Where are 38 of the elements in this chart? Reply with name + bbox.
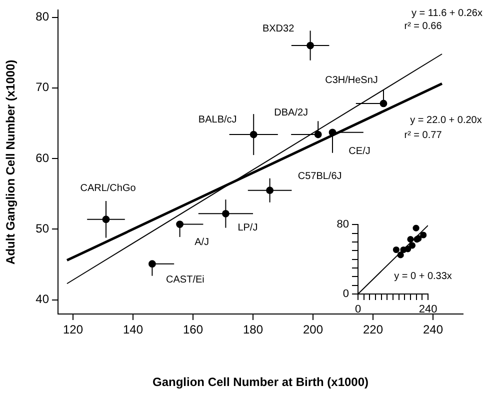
point xyxy=(412,224,420,232)
y-tick-label: 80 xyxy=(336,218,349,231)
y-tick-label: 50 xyxy=(36,222,50,236)
point xyxy=(420,232,427,238)
annotation: A/J xyxy=(194,237,210,248)
annotation: r² = 0.66 xyxy=(404,20,442,32)
annotation: r² = 0.77 xyxy=(404,130,442,141)
annotation: CAST/Ei xyxy=(166,274,204,286)
point xyxy=(408,242,416,249)
y-tick-label: 40 xyxy=(36,292,50,306)
point xyxy=(407,236,414,243)
y-axis-title: Adult Ganglion Cell Number (x1000) xyxy=(4,60,18,264)
point xyxy=(397,252,404,258)
x-tick-label: 120 xyxy=(62,322,84,337)
y-tick-label: 60 xyxy=(36,150,50,165)
x-tick-label: 220 xyxy=(362,322,384,337)
x-tick-label: 180 xyxy=(242,322,264,337)
y-tick-label: 70 xyxy=(36,80,50,94)
annotation: BXD32 xyxy=(262,23,295,34)
annotation: y = 22.0 + 0.20x xyxy=(410,114,482,126)
x-tick-label: 240 xyxy=(422,322,444,337)
x-axis-title: Ganglion Cell Number at Birth (x1000) xyxy=(152,375,369,390)
x-tick-label: 160 xyxy=(182,322,204,337)
x-tick-label: 200 xyxy=(302,322,324,337)
x-tick-label: 240 xyxy=(418,304,438,316)
annotation: DBA/2J xyxy=(274,107,308,118)
x-tick-label: 140 xyxy=(122,322,144,337)
annotation: C57BL/6J xyxy=(298,171,342,182)
annotation: C3H/HeSnJ xyxy=(325,75,378,86)
annotation: y = 0 + 0.33x xyxy=(394,270,452,282)
y-tick-label: 80 xyxy=(36,10,50,24)
annotation: CE/J xyxy=(348,146,370,158)
annotation: CARL/ChGo xyxy=(80,183,136,194)
point xyxy=(404,246,412,252)
point xyxy=(392,246,400,254)
annotation: LP/J xyxy=(238,222,258,234)
annotation: BALB/cJ xyxy=(198,114,237,126)
annotation: y = 11.6 + 0.26x xyxy=(412,8,482,19)
